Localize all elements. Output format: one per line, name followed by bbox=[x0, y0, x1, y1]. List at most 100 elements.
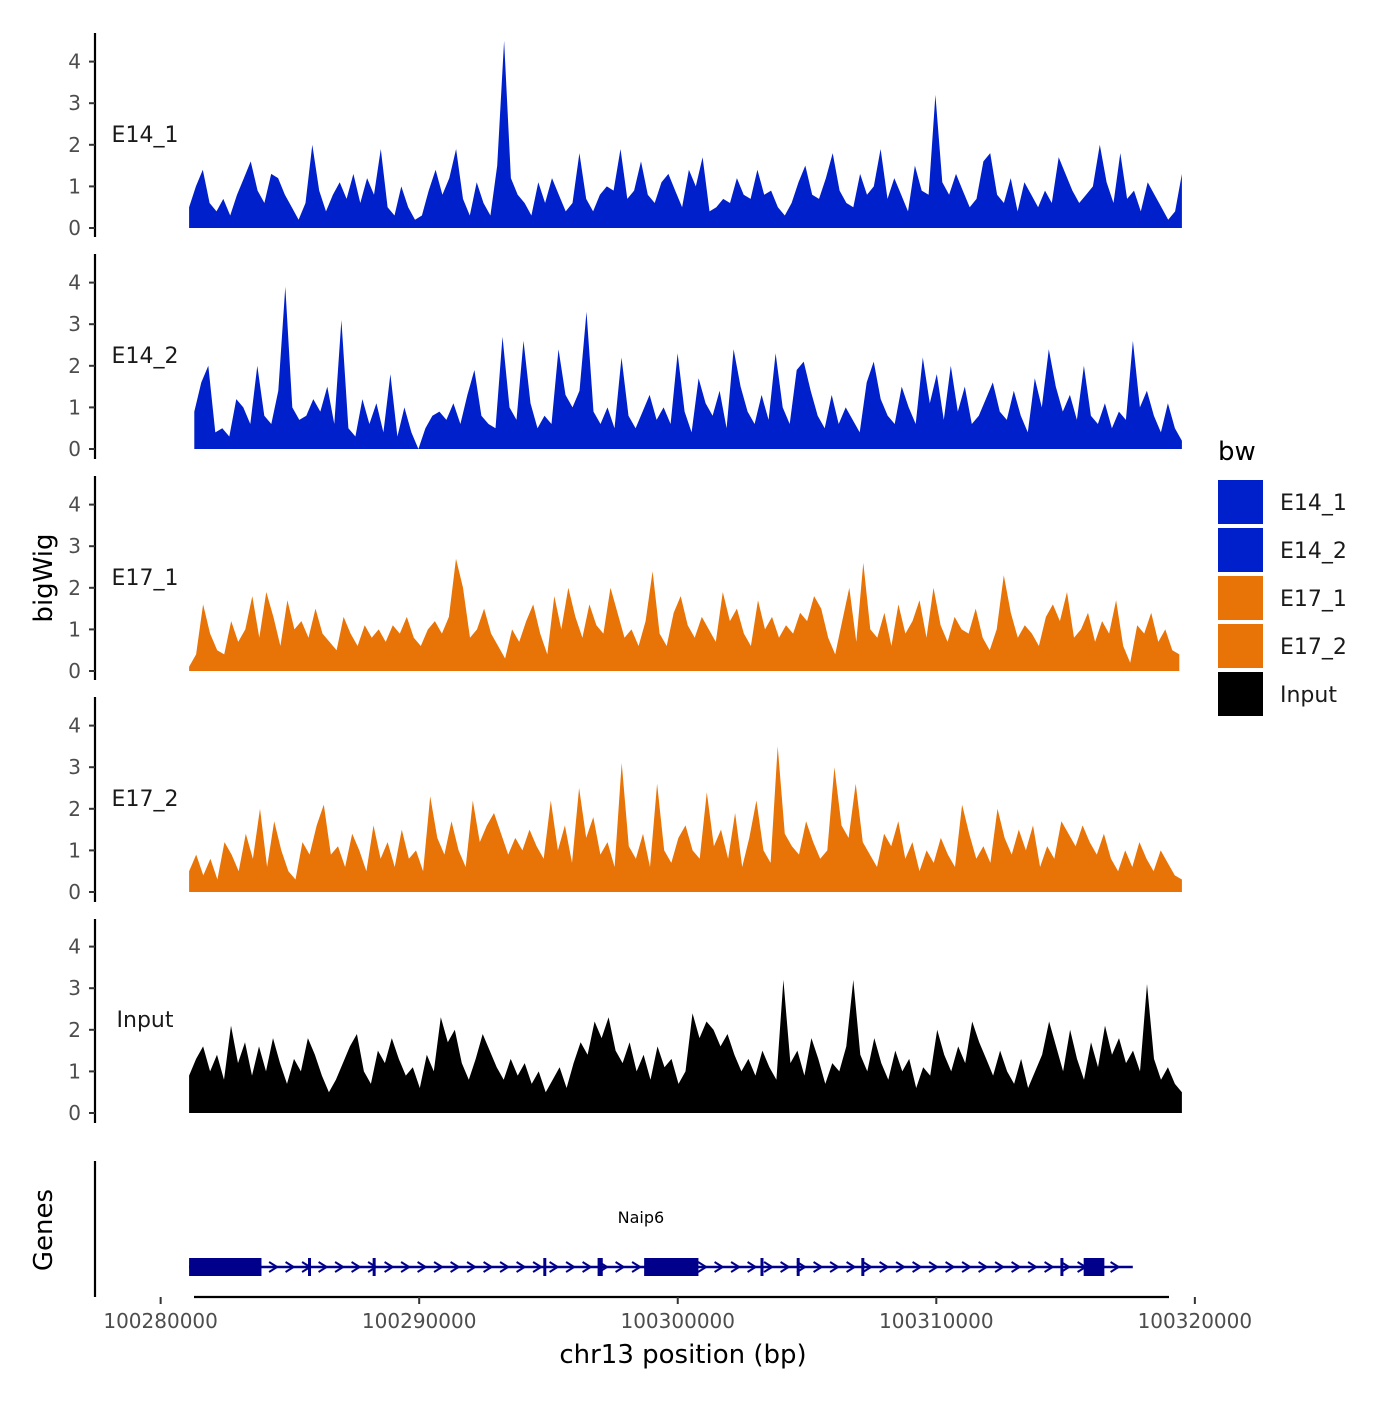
legend-swatch-e17-2 bbox=[1218, 624, 1263, 668]
genes-track-title: Genes bbox=[29, 1189, 59, 1271]
x-tick-label: 100280000 bbox=[103, 1309, 218, 1333]
legend-label-e14-2: E14_2 bbox=[1280, 539, 1347, 564]
strand-arrow bbox=[549, 1261, 559, 1273]
strand-arrow bbox=[334, 1261, 344, 1273]
strand-arrow bbox=[829, 1261, 839, 1273]
y-tick-label: 0 bbox=[68, 1101, 81, 1125]
track-e17-1: 0 1 2 3 4 E17_1 bbox=[68, 476, 1180, 683]
track-label: E14_1 bbox=[112, 123, 179, 148]
legend-swatch-e14-1 bbox=[1218, 480, 1263, 524]
y-tick-label: 4 bbox=[68, 935, 81, 959]
y-tick-label: 1 bbox=[68, 395, 81, 419]
legend-label-e17-2: E17_2 bbox=[1280, 635, 1347, 660]
strand-arrow bbox=[483, 1261, 493, 1273]
y-tick-label: 4 bbox=[68, 493, 81, 517]
strand-arrow bbox=[384, 1261, 394, 1273]
track-input: 0 1 2 3 4 Input bbox=[68, 919, 1182, 1125]
track-label: E17_1 bbox=[112, 566, 179, 591]
gene-naip6: Naip6 bbox=[189, 1208, 1133, 1276]
y-tick-label: 3 bbox=[68, 534, 81, 558]
y-tick-label: 2 bbox=[68, 1018, 81, 1042]
gene-exon bbox=[760, 1258, 764, 1276]
strand-arrow bbox=[466, 1261, 476, 1273]
strand-arrow bbox=[895, 1261, 905, 1273]
y-tick-label: 2 bbox=[68, 133, 81, 157]
gene-label: Naip6 bbox=[618, 1208, 665, 1227]
legend-swatch-e14-2 bbox=[1218, 528, 1263, 572]
y-tick-label: 4 bbox=[68, 714, 81, 738]
x-tick-label: 100320000 bbox=[1138, 1309, 1253, 1333]
coverage-area-e14-1 bbox=[189, 40, 1182, 228]
strand-arrow bbox=[730, 1261, 740, 1273]
strand-arrow bbox=[565, 1261, 575, 1273]
strand-arrow bbox=[879, 1261, 889, 1273]
y-tick-label: 3 bbox=[68, 312, 81, 336]
y-tick-label: 1 bbox=[68, 617, 81, 641]
track-label: Input bbox=[117, 1008, 174, 1033]
track-e14-2: 0 1 2 3 4 E14_2 bbox=[68, 254, 1182, 461]
y-tick-label: 1 bbox=[68, 174, 81, 198]
strand-arrow bbox=[813, 1261, 823, 1273]
strand-arrow bbox=[961, 1261, 971, 1273]
coverage-tracks: 0 1 2 3 4 E14_1 0 1 2 3 4 E14_2 0 1 2 3 4 E17_1 0 1 2 3 4 E17_2… bbox=[68, 33, 1182, 1125]
y-tick-label: 0 bbox=[68, 659, 81, 683]
legend-swatch-input bbox=[1218, 672, 1263, 716]
gene-exon bbox=[372, 1258, 376, 1276]
strand-arrow bbox=[846, 1261, 856, 1273]
strand-arrow bbox=[615, 1261, 625, 1273]
strand-arrow bbox=[1044, 1261, 1054, 1273]
strand-arrow bbox=[400, 1261, 410, 1273]
gene-exon bbox=[1083, 1258, 1105, 1276]
strand-arrow bbox=[912, 1261, 922, 1273]
legend-title: bw bbox=[1218, 437, 1256, 467]
strand-arrow bbox=[714, 1261, 724, 1273]
y-tick-label: 3 bbox=[68, 755, 81, 779]
y-tick-label: 2 bbox=[68, 354, 81, 378]
y-tick-label: 0 bbox=[68, 216, 81, 240]
x-tick-label: 100310000 bbox=[879, 1309, 994, 1333]
strand-arrow bbox=[978, 1261, 988, 1273]
y-tick-label: 0 bbox=[68, 880, 81, 904]
strand-arrow bbox=[747, 1261, 757, 1273]
strand-arrow bbox=[318, 1261, 328, 1273]
track-e14-1: 0 1 2 3 4 E14_1 bbox=[68, 33, 1182, 240]
strand-arrow bbox=[285, 1261, 295, 1273]
coverage-area-e17-1 bbox=[189, 558, 1180, 671]
gene-exon bbox=[644, 1258, 699, 1276]
gene-exon bbox=[1060, 1258, 1064, 1276]
coverage-area-input bbox=[189, 979, 1182, 1113]
strand-arrow bbox=[351, 1261, 361, 1273]
strand-arrow bbox=[433, 1261, 443, 1273]
y-tick-label: 0 bbox=[68, 437, 81, 461]
x-axis: 100280000 100290000 100300000 100310000 1003… bbox=[103, 1295, 1253, 1333]
strand-arrow bbox=[450, 1261, 460, 1273]
y-tick-label: 3 bbox=[68, 91, 81, 115]
y-tick-label: 1 bbox=[68, 1059, 81, 1083]
genes-track: Naip6 bbox=[93, 1161, 1133, 1297]
y-tick-label: 2 bbox=[68, 797, 81, 821]
strand-arrow bbox=[1027, 1261, 1037, 1273]
gene-exon bbox=[796, 1258, 800, 1276]
strand-arrow bbox=[417, 1261, 427, 1273]
strand-arrow bbox=[631, 1261, 641, 1273]
x-tick-label: 100300000 bbox=[620, 1309, 735, 1333]
strand-arrow bbox=[516, 1261, 526, 1273]
y-tick-label: 4 bbox=[68, 271, 81, 295]
gene-exon bbox=[861, 1258, 865, 1276]
y-tick-label: 4 bbox=[68, 50, 81, 74]
x-axis-title: chr13 position (bp) bbox=[559, 1340, 806, 1370]
y-tick-label: 3 bbox=[68, 976, 81, 1000]
track-e17-2: 0 1 2 3 4 E17_2 bbox=[68, 697, 1182, 904]
strand-arrow bbox=[499, 1261, 509, 1273]
x-tick-label: 100290000 bbox=[362, 1309, 477, 1333]
gene-exon bbox=[189, 1258, 262, 1276]
coverage-area-e17-2 bbox=[189, 746, 1182, 892]
strand-arrow bbox=[862, 1261, 872, 1273]
track-label: E14_2 bbox=[112, 344, 179, 369]
legend: bw E14_1 E14_2 E17_1 E17_2 Input bbox=[1218, 437, 1347, 716]
strand-arrow bbox=[268, 1261, 278, 1273]
legend-label-e17-1: E17_1 bbox=[1280, 587, 1347, 612]
strand-arrow bbox=[582, 1261, 592, 1273]
coverage-area-e14-2 bbox=[194, 286, 1182, 449]
